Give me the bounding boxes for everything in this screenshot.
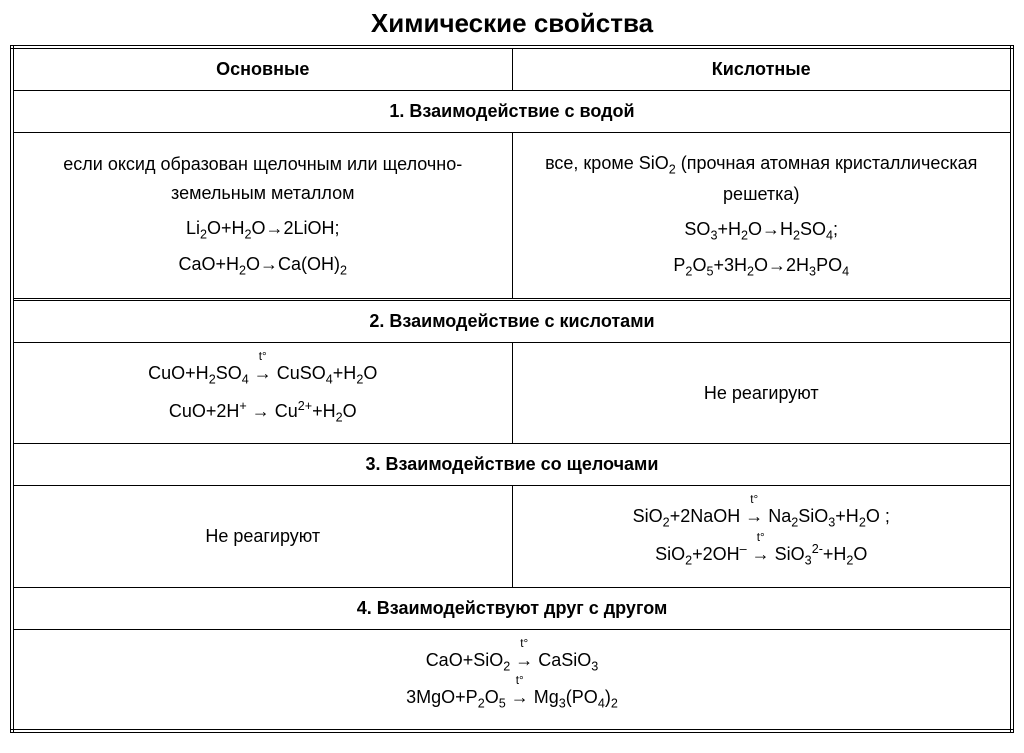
s2-acidic-text: Не реагируют [521,379,1003,408]
section-3-acidic-cell: SiO2+2NaOH → Na2SiO3+H2O ; SiO2+2OH– → S… [512,486,1012,587]
s4-formula-1: CaO+SiO2 → CaSiO3 [22,646,1002,677]
page-title: Химические свойства [10,8,1014,39]
s1-basic-formula-2: CaO+H2O→Ca(OH)2 [22,250,504,281]
section-1-header: 1. Взаимодействие с водой [12,91,1012,133]
s1-acidic-formula-1: SO3+H2O→H2SO4; [521,215,1003,246]
s2-basic-formula-1: CuO+H2SO4 → CuSO4+H2O [22,359,504,390]
s3-basic-text: Не реагируют [22,522,504,551]
section-2-acidic-cell: Не реагируют [512,343,1012,444]
s1-acidic-formula-2: P2O5+3H2O→2H3PO4 [521,251,1003,282]
s1-acidic-note: все, кроме SiO2 (прочная атомная кристал… [521,149,1003,209]
section-2-header: 2. Взаимодействие с кислотами [12,300,1012,343]
section-1-basic-cell: если оксид образован щелочным или щелочн… [12,133,512,300]
section-4-body-cell: CaO+SiO2 → CaSiO3 3MgO+P2O5 → Mg3(PO4)2 [12,629,1012,731]
section-4-header: 4. Взаимодействуют друг с другом [12,587,1012,629]
chemical-properties-table: Основные Кислотные 1. Взаимодействие с в… [10,45,1014,733]
s3-acidic-formula-2: SiO2+2OH– → SiO32-+H2O [521,539,1003,571]
column-header-acidic: Кислотные [512,47,1012,91]
column-header-basic: Основные [12,47,512,91]
section-3-basic-cell: Не реагируют [12,486,512,587]
s1-basic-formula-1: Li2O+H2O→2LiOH; [22,214,504,245]
section-2-basic-cell: CuO+H2SO4 → CuSO4+H2O CuO+2H+ → Cu2++H2O [12,343,512,444]
section-1-acidic-cell: все, кроме SiO2 (прочная атомная кристал… [512,133,1012,300]
s4-formula-2: 3MgO+P2O5 → Mg3(PO4)2 [22,683,1002,714]
s1-basic-note: если оксид образован щелочным или щелочн… [22,150,504,208]
section-3-header: 3. Взаимодействие со щелочами [12,444,1012,486]
s2-basic-formula-2: CuO+2H+ → Cu2++H2O [22,396,504,428]
